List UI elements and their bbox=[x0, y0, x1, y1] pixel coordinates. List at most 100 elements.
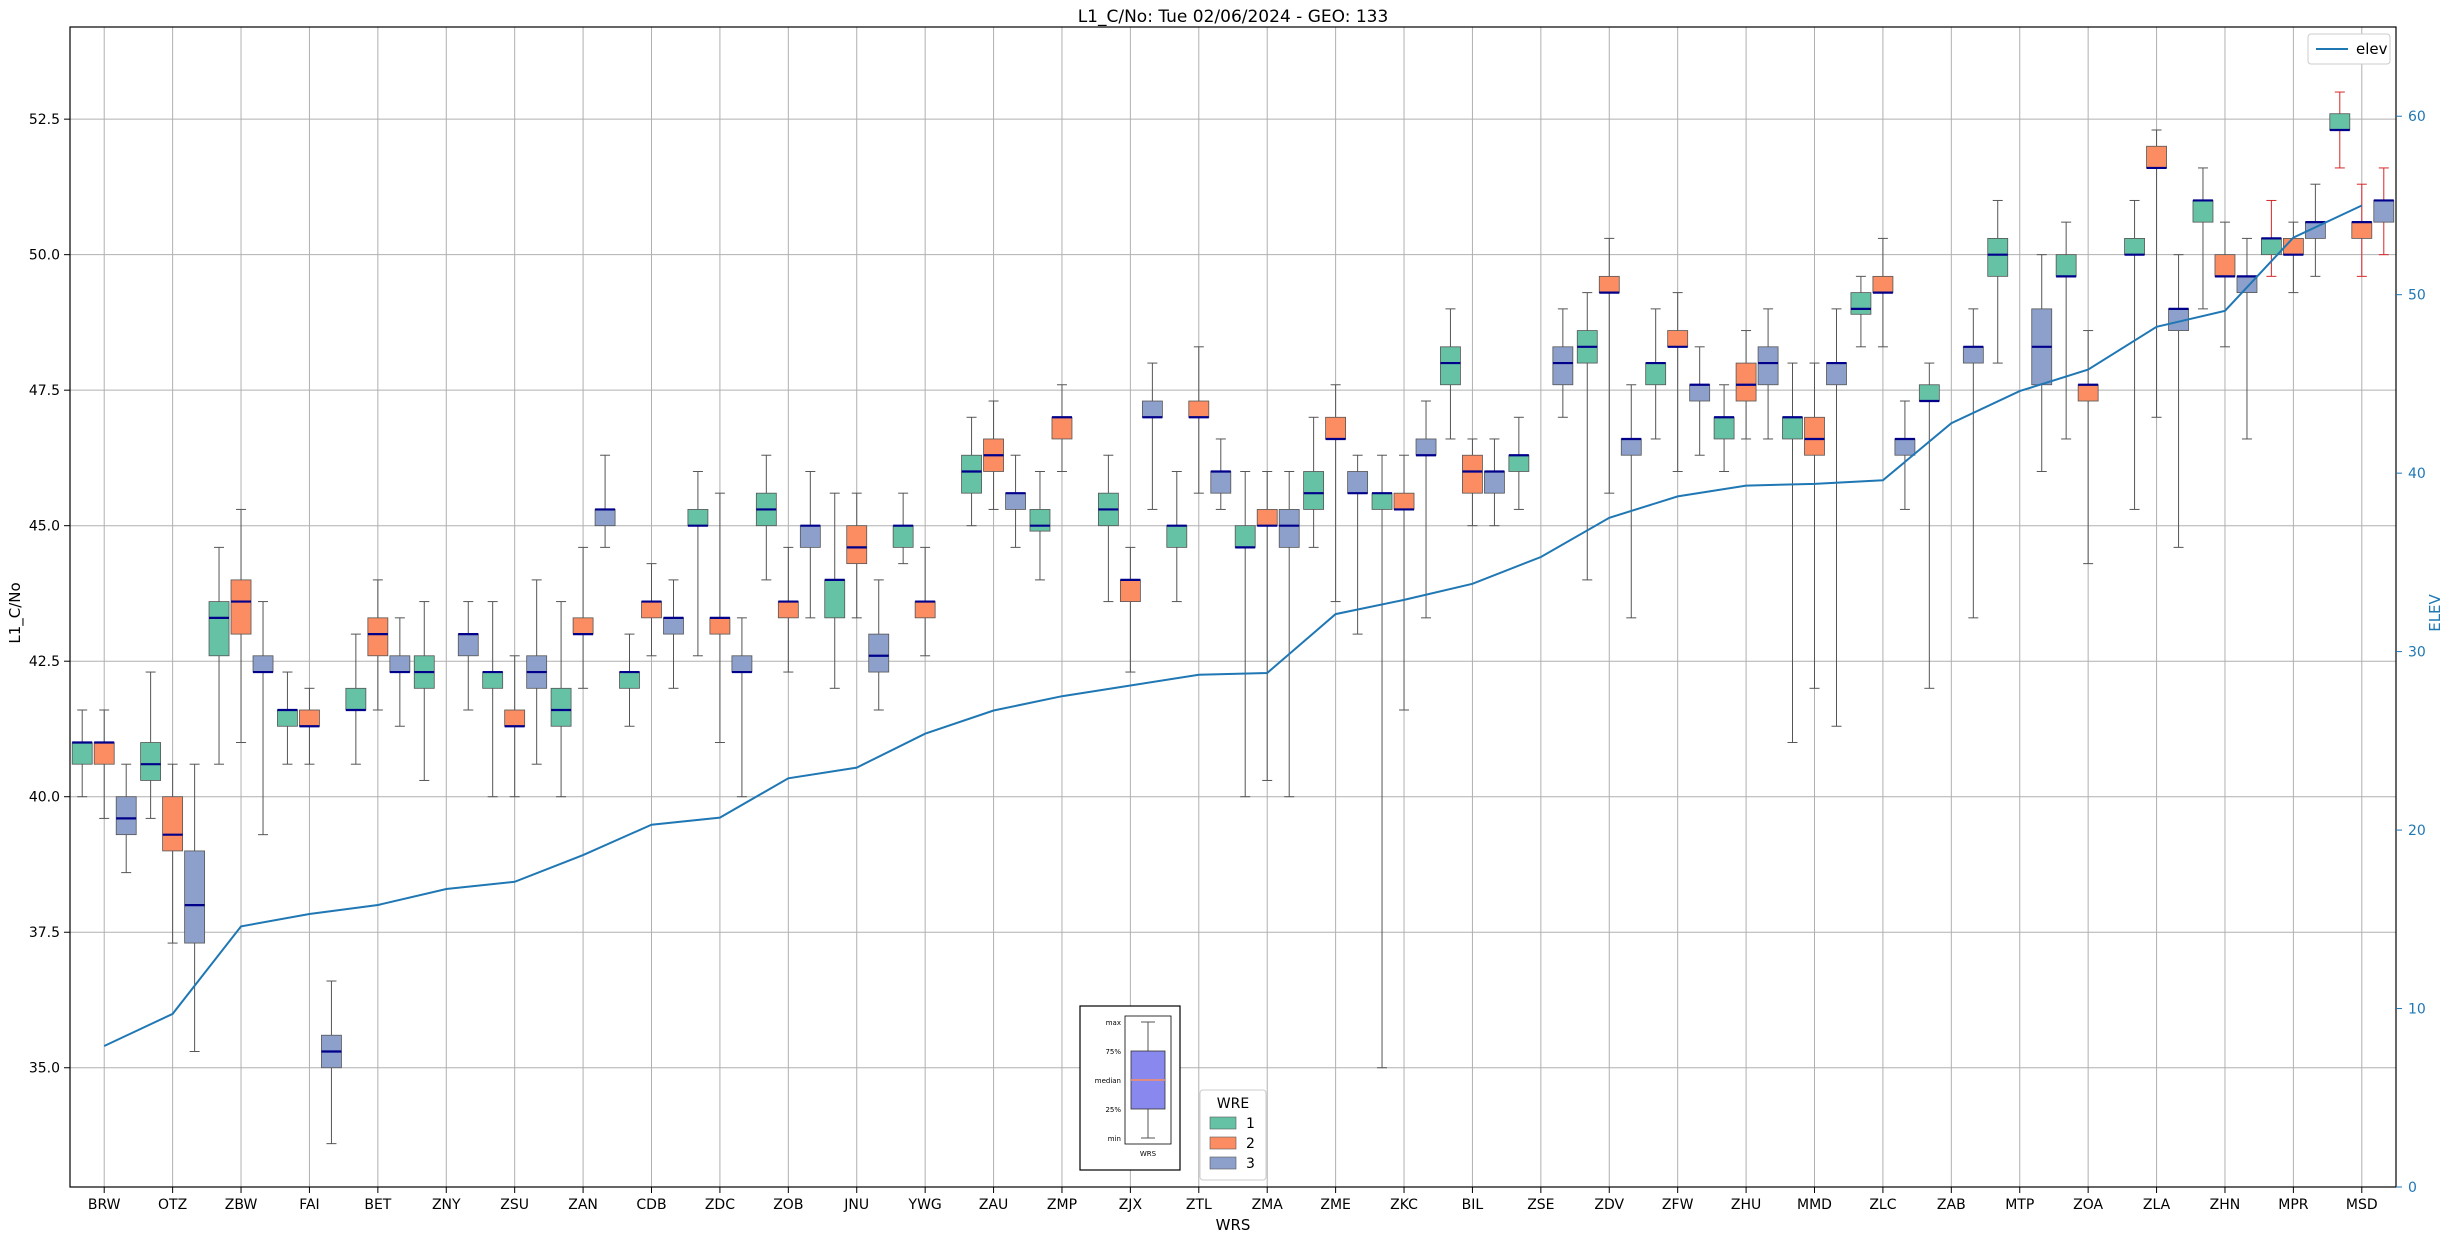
y2-tick-label: 30 bbox=[2408, 645, 2426, 661]
x-tick-label-BET: BET bbox=[364, 1197, 391, 1213]
box-wrs-MPR-wre-1 bbox=[2260, 199, 2282, 277]
box-wrs-ZDV-wre-1 bbox=[1576, 292, 1598, 581]
box-wrs-ZOA-wre-1 bbox=[2055, 221, 2077, 440]
y-tick-label: 37.5 bbox=[29, 925, 60, 941]
box-wrs-ZME-wre-3 bbox=[1347, 454, 1369, 635]
iqr-box bbox=[2055, 254, 2077, 277]
iqr-box bbox=[1962, 346, 1984, 364]
x-tick-label-MMD: MMD bbox=[1797, 1197, 1832, 1213]
x-tick-label-OTZ: OTZ bbox=[158, 1197, 187, 1213]
box-wrs-MMD-wre-1 bbox=[1782, 362, 1803, 744]
iqr-box bbox=[1620, 438, 1642, 456]
box-wrs-ZFW-wre-3 bbox=[1689, 346, 1711, 456]
box-wrs-ZAU-wre-3 bbox=[1005, 454, 1026, 548]
box-wrs-FAI-wre-2 bbox=[299, 687, 320, 765]
box-wrs-ZBW-wre-3 bbox=[252, 601, 274, 836]
box-wrs-MTP-wre-1 bbox=[1987, 199, 2009, 364]
x-tick-label-ZHU: ZHU bbox=[1731, 1197, 1761, 1213]
iqr-box bbox=[1393, 492, 1415, 510]
y-tick-label: 50.0 bbox=[29, 248, 60, 264]
iqr-box bbox=[2329, 113, 2351, 131]
x-tick-label-MPR: MPR bbox=[2278, 1197, 2309, 1213]
box-wrs-BIL-wre-2 bbox=[1462, 438, 1483, 527]
iqr-box bbox=[2146, 145, 2167, 169]
y2-tick-label: 0 bbox=[2408, 1180, 2417, 1196]
iqr-box bbox=[2192, 200, 2214, 223]
elev-line bbox=[103, 204, 2363, 1047]
x-tick-label-ZSE: ZSE bbox=[1527, 1197, 1554, 1213]
iqr-box bbox=[504, 709, 526, 727]
box-wrs-ZLC-wre-1 bbox=[1850, 275, 1872, 348]
x-tick-label-ZTL: ZTL bbox=[1186, 1197, 1212, 1213]
iqr-box bbox=[1987, 238, 2009, 277]
box-wrs-ZMP-wre-2 bbox=[1051, 384, 1073, 472]
box-wrs-MPR-wre-3 bbox=[2304, 183, 2326, 277]
box-wrs-ZDV-wre-2 bbox=[1598, 237, 1620, 494]
iqr-box bbox=[93, 742, 115, 765]
iqr-box bbox=[1804, 416, 1825, 456]
box-wrs-MSD-wre-2 bbox=[2351, 183, 2373, 277]
inset-label-min: min bbox=[1108, 1135, 1121, 1143]
iqr-box bbox=[1872, 275, 1894, 294]
box-wrs-CDB-wre-3 bbox=[663, 579, 684, 689]
elev-line-layer bbox=[103, 204, 2363, 1047]
wre-legend-swatch-3 bbox=[1209, 1156, 1237, 1170]
box-wrs-ZJX-wre-2 bbox=[1119, 546, 1141, 673]
iqr-box bbox=[709, 617, 731, 635]
y-tick-label: 40.0 bbox=[29, 790, 60, 806]
box-wrs-ZTL-wre-3 bbox=[1210, 438, 1232, 510]
inset-label-max: max bbox=[1106, 1019, 1121, 1027]
y-tick-label: 45.0 bbox=[29, 519, 60, 535]
iqr-box bbox=[140, 742, 162, 781]
iqr-box bbox=[687, 509, 709, 527]
box-wrs-ZHU-wre-1 bbox=[1713, 384, 1735, 472]
chart-title: L1_C/No: Tue 02/06/2024 - GEO: 133 bbox=[1078, 7, 1389, 27]
iqr-box bbox=[1371, 492, 1393, 510]
iqr-box bbox=[1826, 362, 1847, 386]
box-wrs-ZOA-wre-2 bbox=[2077, 330, 2099, 565]
iqr-box bbox=[1347, 471, 1369, 494]
box-wrs-ZME-wre-2 bbox=[1325, 384, 1347, 603]
box-wrs-ZBW-wre-2 bbox=[230, 508, 252, 744]
box-wrs-BRW-wre-2 bbox=[93, 709, 115, 819]
iqr-box bbox=[389, 655, 411, 673]
box-wrs-MMD-wre-2 bbox=[1804, 362, 1825, 689]
wre-legend-label-1: 1 bbox=[1246, 1116, 1255, 1132]
box-wrs-JNU-wre-1 bbox=[824, 492, 846, 689]
x-tick-label-ZKC: ZKC bbox=[1390, 1197, 1418, 1213]
box-wrs-MTP-wre-3 bbox=[2031, 254, 2053, 472]
x-tick-label-ZSU: ZSU bbox=[500, 1197, 529, 1213]
x-tick-label-BRW: BRW bbox=[88, 1197, 121, 1213]
x-tick-label-ZDC: ZDC bbox=[705, 1197, 735, 1213]
iqr-box bbox=[184, 850, 206, 944]
iqr-box bbox=[619, 671, 640, 689]
box-wrs-MMD-wre-3 bbox=[1826, 308, 1847, 727]
box-wrs-FAI-wre-3 bbox=[321, 980, 342, 1145]
x-tick-label-JNU: JNU bbox=[843, 1197, 869, 1213]
iqr-box bbox=[2077, 384, 2099, 402]
axis-layer: 35.0 37.5 40.0 42.5 45.0 47.5 50.0 52.5 0 10 20 30 4… bbox=[29, 109, 2426, 1213]
iqr-box bbox=[1918, 384, 1940, 402]
y-axis-label: L1_C/No bbox=[6, 582, 25, 643]
iqr-box bbox=[1303, 471, 1325, 510]
box-wrs-ZSU-wre-1 bbox=[482, 601, 504, 798]
inset-label-q3: 75% bbox=[1105, 1048, 1121, 1056]
x-tick-label-ZHN: ZHN bbox=[2210, 1197, 2241, 1213]
iqr-box bbox=[2124, 238, 2145, 256]
iqr-box bbox=[777, 601, 799, 619]
box-wrs-ZOB-wre-1 bbox=[755, 454, 777, 581]
y2-tick-label: 50 bbox=[2408, 288, 2426, 304]
box-wrs-BET-wre-2 bbox=[367, 579, 389, 711]
wre-legend-swatch-1 bbox=[1209, 1116, 1237, 1130]
y2-tick-label: 10 bbox=[2408, 1002, 2426, 1018]
box-wrs-ZTL-wre-2 bbox=[1188, 346, 1210, 494]
box-wrs-ZTL-wre-1 bbox=[1166, 470, 1188, 603]
elev-legend: elev bbox=[2307, 33, 2391, 65]
box-wrs-BIL-wre-1 bbox=[1440, 308, 1461, 440]
wre-legend-swatch-2 bbox=[1209, 1136, 1237, 1150]
iqr-box bbox=[162, 796, 184, 852]
box-wrs-MSD-wre-3 bbox=[2373, 167, 2395, 256]
iqr-box bbox=[71, 742, 93, 765]
box-wrs-ZAU-wre-1 bbox=[961, 416, 982, 527]
